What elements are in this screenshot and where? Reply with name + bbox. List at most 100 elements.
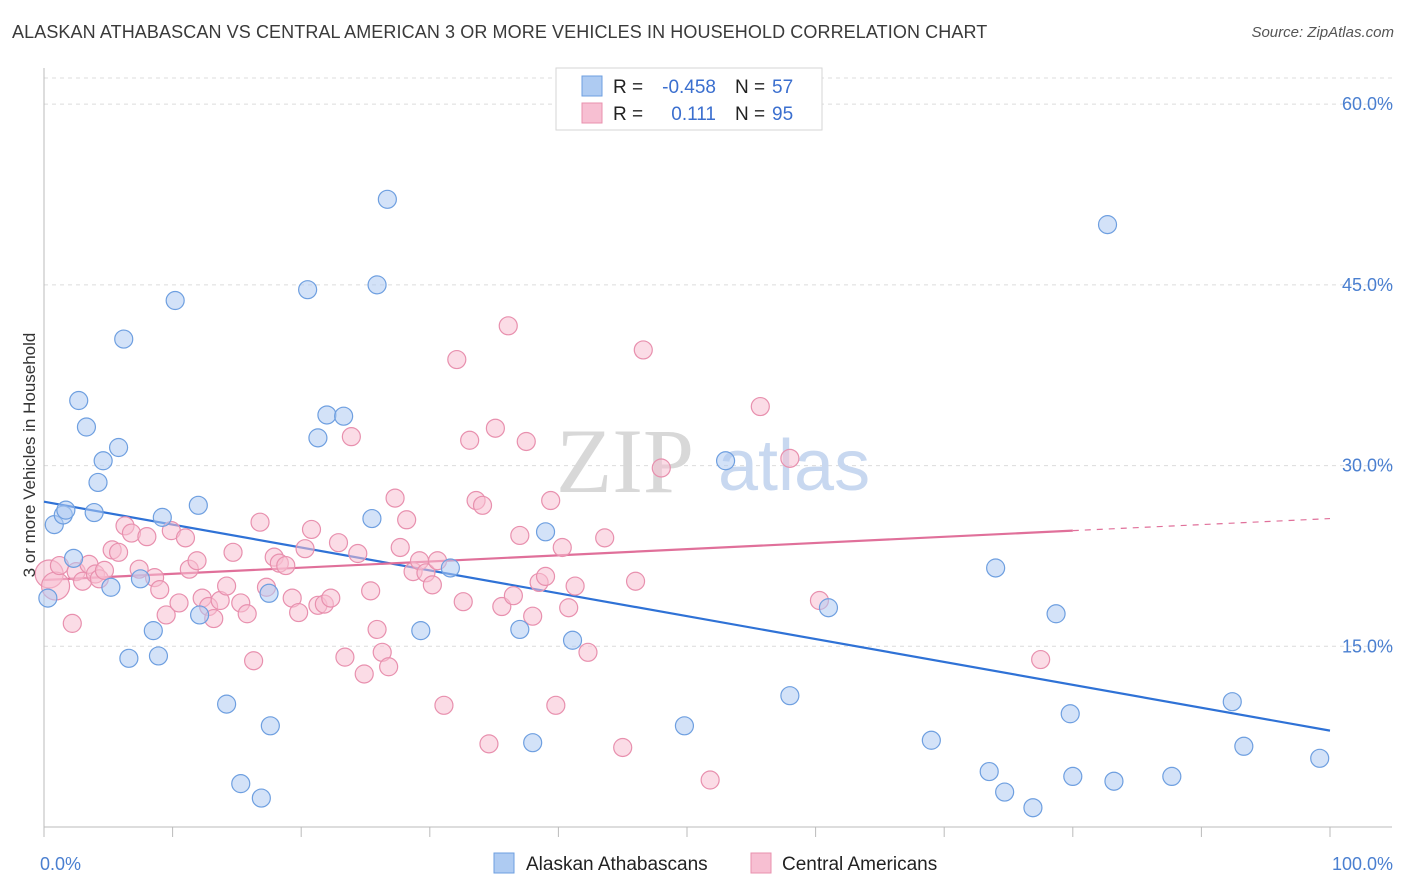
alaskan-point-17 — [152, 507, 172, 527]
alaskan-point-56 — [1310, 748, 1330, 768]
y-tick-label-0: 15.0% — [1342, 636, 1393, 656]
alaskan-point-11 — [108, 437, 129, 458]
y-tick-label-2: 45.0% — [1342, 275, 1393, 295]
alaskan-point-16 — [148, 646, 169, 666]
central-point-44 — [321, 588, 341, 608]
central-point-33 — [250, 512, 270, 532]
legend-label-alaskan: Alaskan Athabascans — [526, 854, 708, 875]
legend-label-central: Central Americans — [782, 854, 937, 875]
central-point-47 — [341, 427, 361, 447]
central-point-67 — [472, 495, 493, 515]
central-point-62 — [434, 695, 454, 715]
central-point-49 — [354, 664, 374, 684]
central-point-92 — [1031, 649, 1051, 670]
central-point-40 — [295, 539, 315, 559]
central-point-15 — [137, 527, 157, 547]
central-point-56 — [397, 510, 417, 530]
source-label: Source: ZipAtlas.com — [1251, 24, 1394, 41]
central-point-85 — [625, 571, 646, 591]
alaskan-point-30 — [362, 508, 382, 529]
alaskan-point-21 — [217, 694, 237, 714]
alaskan-point-50 — [1063, 766, 1083, 787]
x-tick-label-min: 0.0% — [40, 854, 81, 874]
alaskan-point-37 — [535, 522, 556, 542]
central-point-78 — [541, 490, 561, 511]
legend-r-label-2: R = — [613, 104, 643, 125]
central-point-50 — [361, 581, 381, 601]
central-point-87 — [651, 458, 671, 478]
alaskan-point-41 — [780, 686, 800, 706]
legend-n-label-2: N = — [735, 104, 765, 125]
alaskan-point-31 — [367, 275, 387, 295]
central-point-28 — [217, 576, 237, 596]
alaskan-point-40 — [715, 451, 736, 471]
series-legend: Alaskan Athabascans Central Americans — [493, 852, 937, 875]
alaskan-point-3 — [56, 500, 76, 520]
central-point-17 — [150, 580, 170, 600]
central-point-54 — [385, 488, 405, 508]
central-point-45 — [328, 533, 349, 553]
watermark-zip: ZIP — [556, 410, 694, 512]
alaskan-point-34 — [440, 558, 460, 578]
alaskan-point-36 — [523, 733, 543, 753]
alaskan-point-28 — [317, 405, 337, 425]
central-point-32 — [244, 651, 264, 671]
alaskan-point-33 — [411, 621, 431, 641]
alaskan-point-19 — [188, 495, 208, 515]
y-axis-label: 3 or more Vehicles in Household — [20, 333, 39, 578]
central-point-29 — [223, 542, 243, 562]
legend-r-value-1: -0.458 — [662, 77, 716, 98]
chart-title: ALASKAN ATHABASCAN VS CENTRAL AMERICAN 3… — [12, 22, 988, 42]
y-tick-label-3: 60.0% — [1342, 94, 1393, 114]
central-point-73 — [510, 525, 530, 546]
alaskan-point-0 — [38, 588, 58, 608]
alaskan-point-46 — [995, 782, 1015, 802]
central-point-93 — [595, 528, 615, 548]
central-point-37 — [276, 555, 296, 576]
alaskan-point-4 — [63, 548, 84, 568]
central-trend-extension — [1072, 517, 1331, 532]
alaskan-point-23 — [251, 788, 271, 808]
central-point-79 — [546, 695, 566, 715]
central-point-20 — [169, 593, 189, 613]
alaskan-point-8 — [88, 472, 108, 493]
legend-n-value-1: 57 — [772, 77, 793, 98]
alaskan-point-27 — [308, 428, 328, 448]
central-point-83 — [578, 642, 598, 662]
legend-r-value-2: 0.111 — [671, 104, 716, 125]
central-point-55 — [390, 537, 410, 558]
central-point-21 — [175, 528, 196, 548]
central-point-31 — [237, 604, 257, 624]
alaskan-point-9 — [93, 451, 113, 471]
central-point-90 — [780, 448, 800, 468]
alaskan-point-48 — [1046, 604, 1066, 624]
alaskan-point-7 — [84, 502, 104, 523]
central-point-23 — [187, 551, 207, 571]
central-point-53 — [379, 657, 399, 677]
alaskan-point-52 — [1104, 771, 1124, 791]
legend-swatch-alaskan — [493, 852, 515, 874]
central-point-3 — [62, 613, 82, 633]
central-point-11 — [108, 542, 129, 562]
alaskan-point-54 — [1222, 692, 1242, 712]
central-point-77 — [535, 566, 556, 587]
alaskan-point-43 — [921, 730, 941, 750]
legend-swatch-central — [750, 852, 772, 874]
alaskan-point-32 — [377, 189, 397, 209]
correlation-legend: R = -0.458 N = 57 R = 0.111 N = 95 — [555, 67, 823, 131]
alaskan-point-38 — [562, 630, 583, 650]
alaskan-point-26 — [298, 280, 318, 300]
central-point-41 — [301, 519, 322, 540]
central-point-46 — [335, 647, 355, 667]
alaskan-point-42 — [818, 598, 839, 618]
central-point-9 — [94, 560, 115, 580]
grid-lines — [44, 77, 1392, 647]
central-point-39 — [289, 602, 309, 623]
central-point-89 — [750, 396, 770, 417]
central-point-68 — [479, 734, 499, 754]
central-point-63 — [447, 349, 467, 370]
alaskan-point-14 — [130, 569, 151, 589]
alaskan-point-39 — [674, 716, 695, 736]
alaskan-point-13 — [119, 648, 139, 668]
